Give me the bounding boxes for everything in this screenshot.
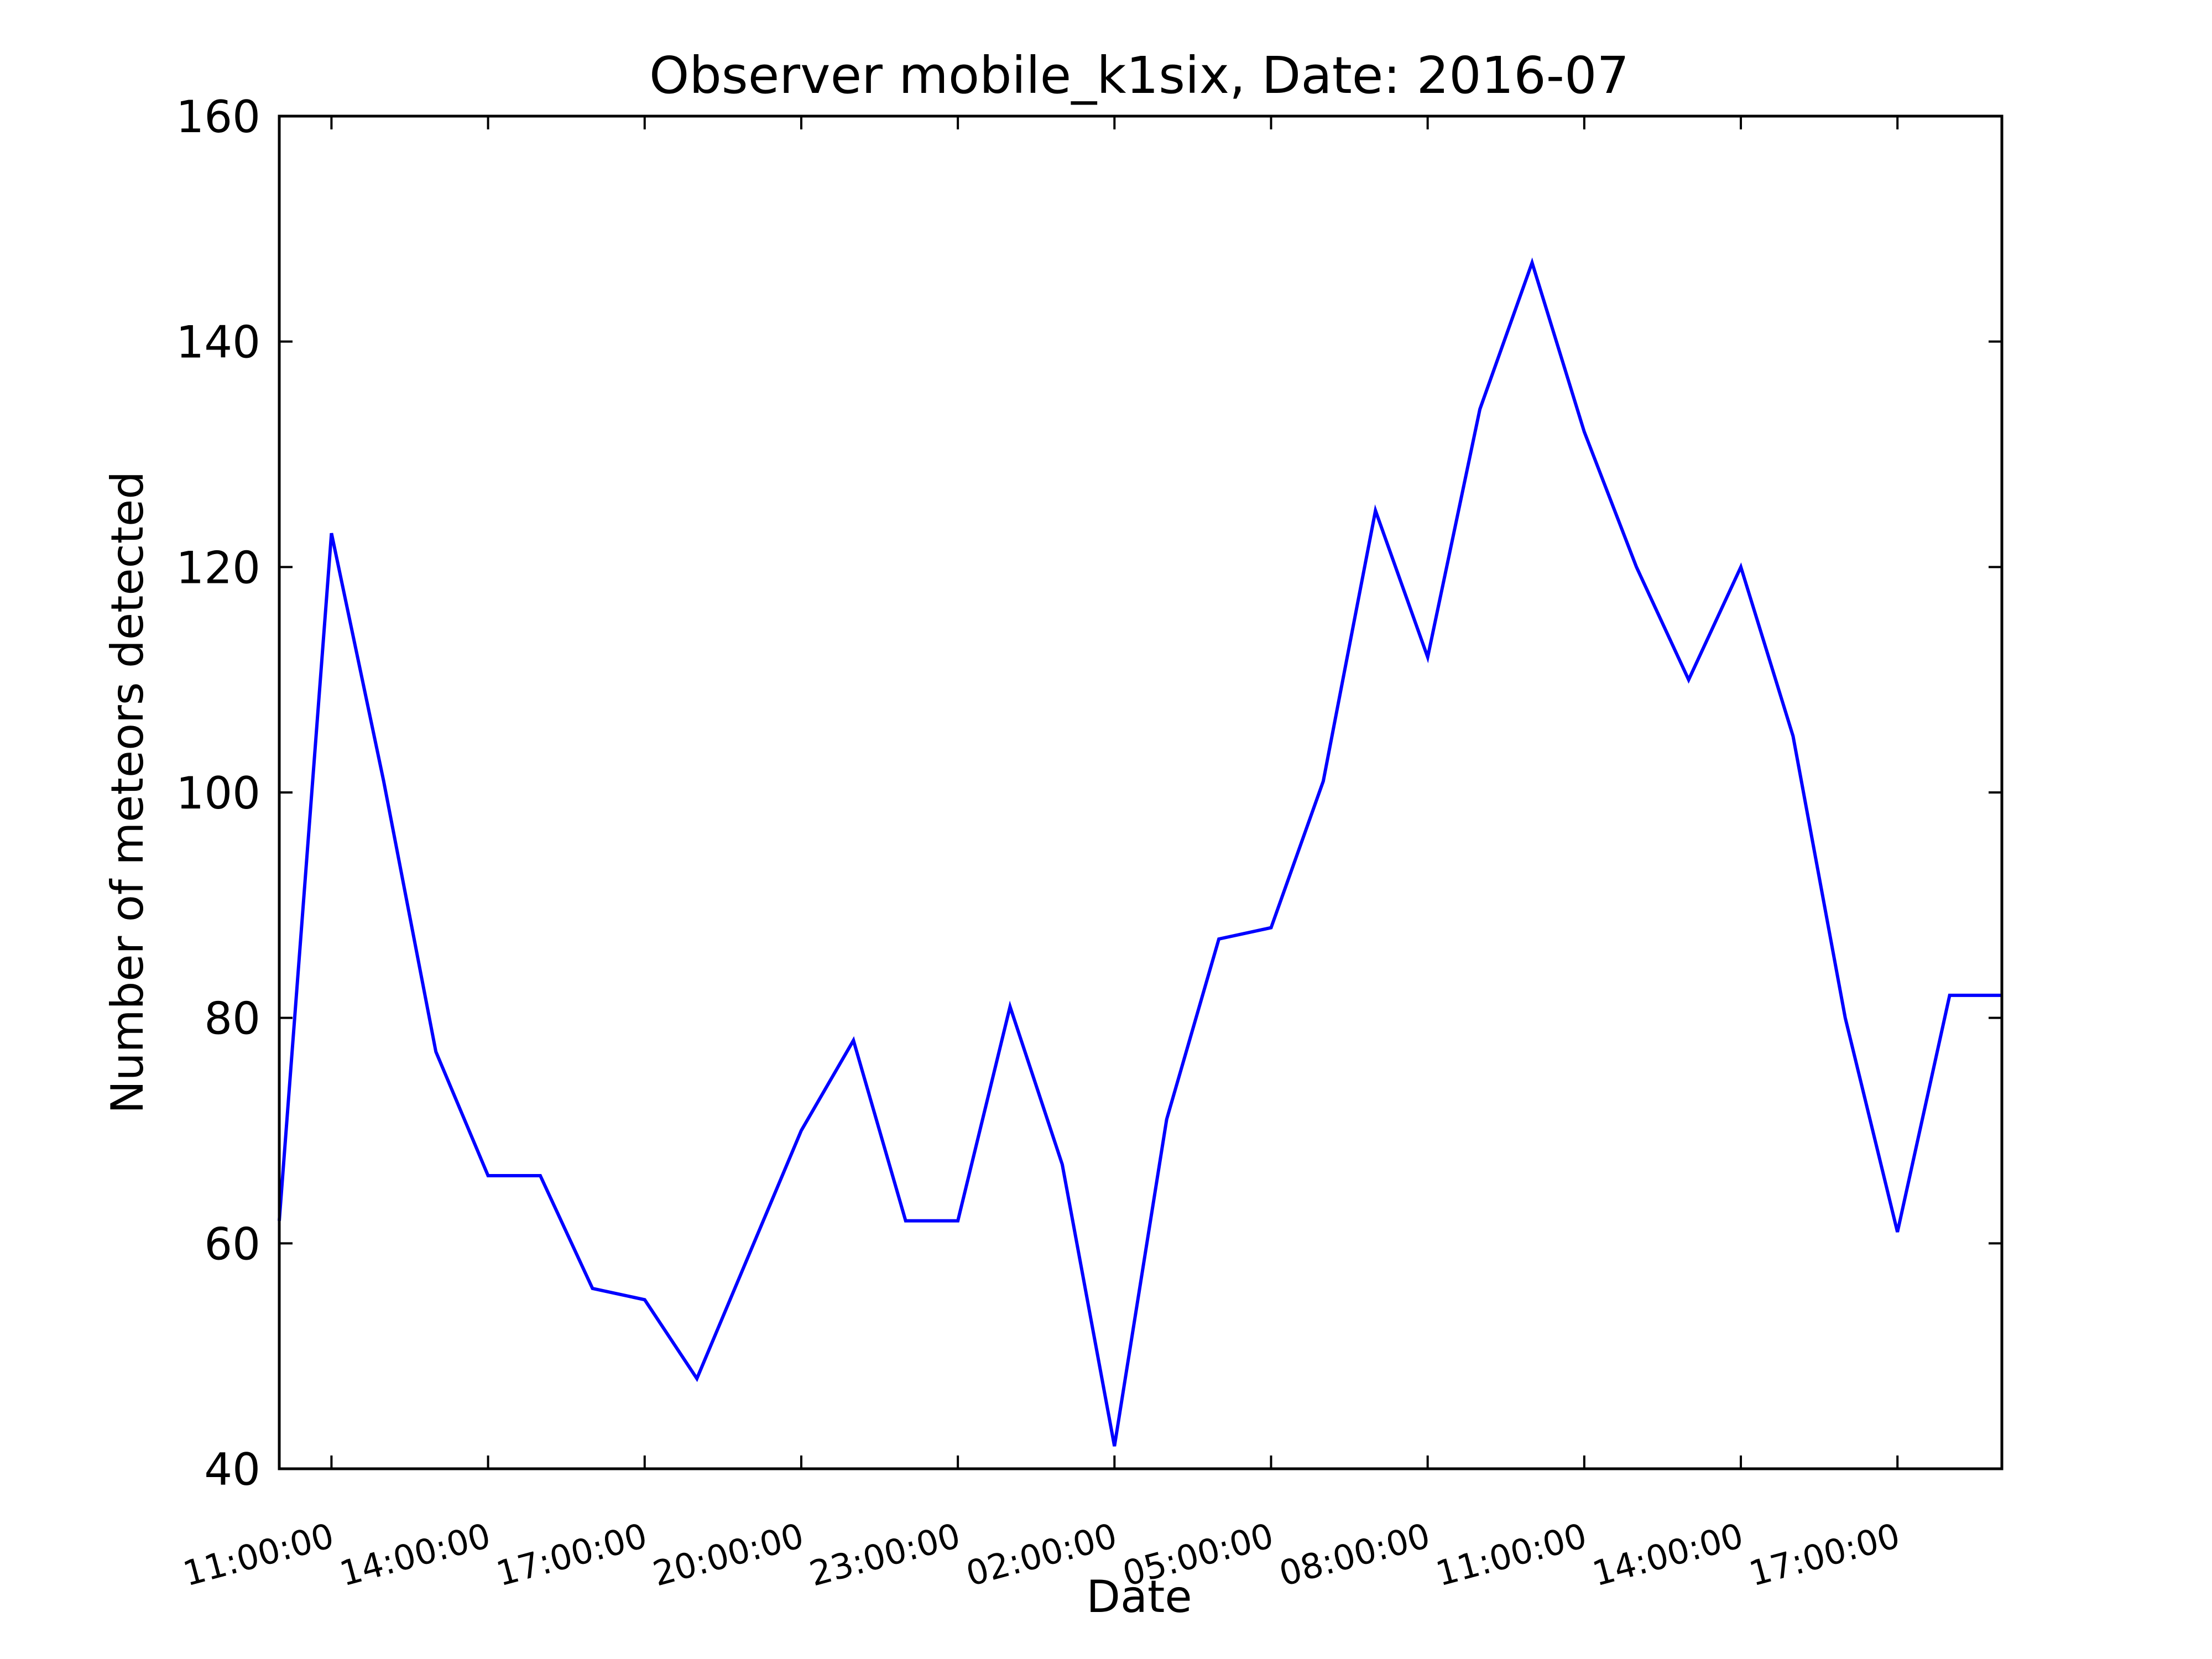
data-point xyxy=(748,1253,751,1256)
data-point xyxy=(1948,994,1952,997)
data-point xyxy=(539,1174,542,1177)
data-point xyxy=(1478,408,1481,411)
chart-title: Observer mobile_k1six, Date: 2016-07 xyxy=(649,46,1629,105)
data-point xyxy=(1635,565,1638,568)
data-point xyxy=(1583,430,1586,434)
data-point xyxy=(1374,509,1377,512)
data-point xyxy=(382,780,385,783)
data-point xyxy=(695,1377,698,1380)
y-tick-label: 60 xyxy=(204,1218,260,1270)
data-point xyxy=(1791,734,1794,738)
y-tick-label: 100 xyxy=(176,768,260,819)
data-point xyxy=(1687,678,1691,681)
data-point xyxy=(1844,1016,1847,1020)
y-tick-label: 140 xyxy=(176,317,260,368)
data-point xyxy=(852,1039,855,1042)
data-point xyxy=(1739,565,1743,568)
data-point xyxy=(643,1298,646,1301)
data-point xyxy=(1113,1444,1116,1448)
data-point xyxy=(591,1287,594,1290)
data-point xyxy=(434,1050,437,1053)
y-tick-label: 80 xyxy=(204,993,260,1045)
y-axis-label: Number of meteors detected xyxy=(102,471,153,1114)
data-point xyxy=(1322,780,1325,783)
data-point xyxy=(1165,1118,1168,1121)
data-point xyxy=(1426,655,1430,659)
data-point xyxy=(487,1174,490,1177)
plot-frame xyxy=(278,114,2004,1470)
data-point xyxy=(1530,261,1533,264)
data-point xyxy=(904,1219,907,1223)
y-tick-label: 120 xyxy=(176,542,260,593)
plot-lines xyxy=(278,257,2002,1448)
x-axis-label: Date xyxy=(1086,1571,1192,1623)
data-point xyxy=(1217,937,1220,941)
data-point xyxy=(1009,1005,1012,1008)
data-point xyxy=(330,531,333,535)
series-line xyxy=(278,257,2002,1447)
y-tick-label: 160 xyxy=(176,91,260,143)
data-point xyxy=(956,1219,959,1223)
data-point xyxy=(1896,1230,1899,1234)
data-point xyxy=(1269,926,1272,930)
data-point xyxy=(1061,1163,1064,1166)
data-point xyxy=(800,1129,803,1133)
y-tick-label: 40 xyxy=(204,1444,260,1495)
